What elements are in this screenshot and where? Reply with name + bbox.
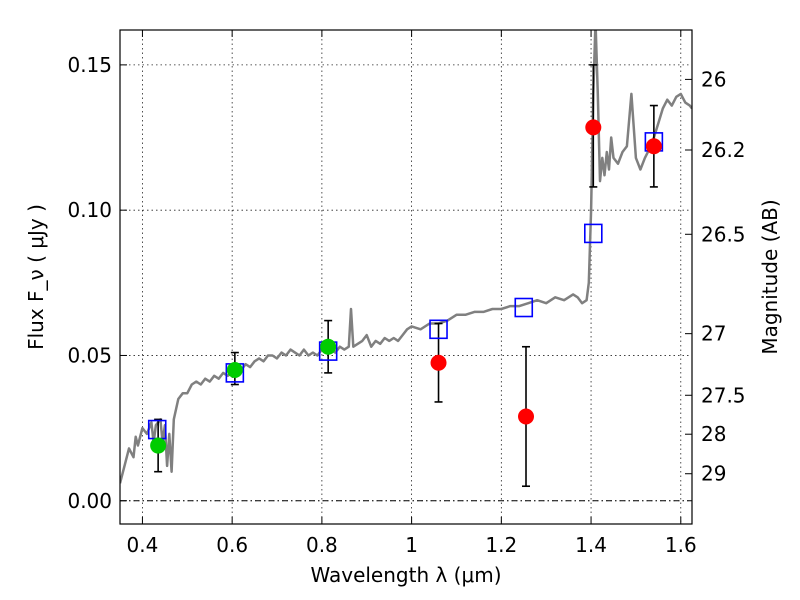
photometry-dot-marker	[518, 408, 535, 425]
right-tick-label: 29	[701, 462, 726, 486]
photometry-dot-marker	[320, 338, 337, 355]
plot-frame	[119, 29, 693, 525]
x-tick-label: 1.2	[485, 533, 517, 557]
x-tick-label: 1.4	[575, 533, 607, 557]
y-tick-label: 0.15	[67, 53, 112, 77]
right-tick-label: 26.5	[701, 222, 746, 246]
x-tick-label: 0.8	[306, 533, 338, 557]
right-tick-label: 28	[701, 422, 726, 446]
model-square-marker	[429, 319, 448, 340]
x-tick-label: 0.4	[127, 533, 159, 557]
y-tick-label: 0.10	[67, 198, 112, 222]
photometry-dot-marker	[150, 437, 167, 454]
photometry-dot-marker	[585, 119, 602, 136]
model-square-marker	[514, 297, 534, 318]
x-tick-label: 1	[405, 533, 418, 557]
photometry-dot-marker	[645, 138, 662, 155]
photometry-dot-marker	[226, 361, 243, 378]
grid-lines	[120, 30, 692, 524]
x-tick-label: 0.6	[216, 533, 248, 557]
y-tick-label: 0.05	[67, 343, 112, 367]
right-tick-label: 27	[701, 322, 726, 346]
axis-ticks: 0.4 0.6 0.8 1 1.2 1.4 1.6 0.00 0.05 0.10 0.15 26 26.…	[67, 30, 746, 557]
y-axis-label: Flux F_ν ( μJy )	[24, 204, 48, 350]
right-tick-label: 26.2	[701, 138, 746, 162]
model-spectrum-line	[120, 30, 692, 484]
model-square-marker	[584, 223, 603, 244]
x-axis-label: Wavelength λ (μm)	[310, 563, 501, 587]
x-tick-label: 1.6	[665, 533, 697, 557]
y-tick-label: 0.00	[67, 489, 112, 513]
photometry-dot-marker	[430, 354, 447, 371]
right-tick-label: 27.5	[701, 383, 746, 407]
right-axis-label: Magnitude (AB)	[758, 199, 782, 354]
right-tick-label: 26	[701, 67, 726, 91]
plot-area	[120, 30, 692, 484]
data-markers	[147, 64, 664, 488]
